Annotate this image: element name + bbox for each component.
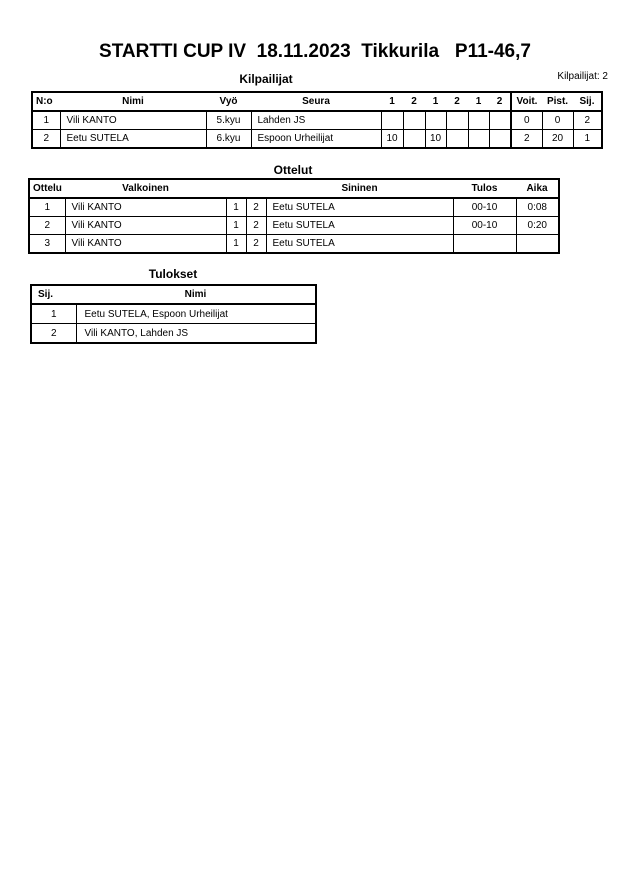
cell-time: 0:08 [515,197,560,217]
competitor-row: 2 Eetu SUTELA 6.kyu Espoon Urheilijat 10… [31,129,603,149]
cell-score-3 [424,110,447,130]
header-sininen: Sininen [266,179,453,199]
competitor-count-label: Kilpailijat: 2 [557,71,608,82]
header-vyo: Vyö [206,92,251,112]
cell-match-no: 2 [28,216,66,235]
cell-sij: 1 [572,129,603,149]
cell-blue-number: 2 [245,234,267,254]
cell-time: 0:20 [515,216,560,235]
header-no: N:o [32,92,60,112]
cell-place: 2 [30,323,77,344]
matches-table: Ottelu Valkoinen Sininen Tulos Aika 1 Vi… [28,178,560,254]
section-title-ottelut: Ottelut [273,163,313,177]
competitors-header-row: N:o Nimi Vyö Seura 1 2 1 2 1 2 Voit. Pis… [32,92,602,112]
cell-voit: 0 [510,110,543,130]
header-score-1: 1 [381,92,403,112]
header-nimi: Nimi [60,92,206,112]
match-row: 2 Vili KANTO 1 2 Eetu SUTELA 00-10 0:20 [28,216,560,235]
cell-white-player: Vili KANTO [64,234,227,254]
cell-score-4 [445,110,469,130]
header-score-5: 1 [468,92,489,112]
match-row: 1 Vili KANTO 1 2 Eetu SUTELA 00-10 0:08 [28,197,560,217]
competitor-row: 1 Vili KANTO 5.kyu Lahden JS 0 0 2 [31,110,603,130]
header-spacer [226,179,246,199]
cell-blue-number: 2 [245,216,267,235]
cell-result: 00-10 [452,197,517,217]
cell-white-number: 1 [225,234,247,254]
cell-seura: Lahden JS [250,110,382,130]
results-table: Sij. Nimi 1 Eetu SUTELA, Espoon Urheilij… [30,284,317,344]
cell-blue-player: Eetu SUTELA [265,197,454,217]
cell-score-1: 10 [380,129,404,149]
header-score-3: 1 [425,92,446,112]
cell-nimi: Eetu SUTELA [59,129,207,149]
competitors-table: N:o Nimi Vyö Seura 1 2 1 2 1 2 Voit. Pis… [31,91,603,149]
cell-no: 2 [31,129,61,149]
cell-score-6 [488,110,512,130]
cell-match-no: 1 [28,197,66,217]
cell-pist: 20 [541,129,574,149]
header-aika: Aika [516,179,559,199]
cell-blue-number: 2 [245,197,267,217]
header-sij: Sij. [573,92,602,112]
header-score-4: 2 [446,92,468,112]
result-row: 1 Eetu SUTELA, Espoon Urheilijat [30,303,317,324]
cell-match-no: 3 [28,234,66,254]
cell-no: 1 [31,110,61,130]
header-score-6: 2 [489,92,511,112]
match-row: 3 Vili KANTO 1 2 Eetu SUTELA [28,234,560,254]
cell-white-number: 1 [225,216,247,235]
header-spacer [246,179,266,199]
cell-score-6 [488,129,512,149]
cell-score-3: 10 [424,129,447,149]
cell-nimi: Vili KANTO [59,110,207,130]
cell-name-club: Vili KANTO, Lahden JS [75,323,317,344]
header-tulos: Tulos [453,179,516,199]
cell-vyo: 6.kyu [205,129,252,149]
cell-result [452,234,517,254]
header-valkoinen: Valkoinen [65,179,226,199]
section-title-kilpailijat: Kilpailijat [239,72,293,86]
cell-score-5 [467,129,490,149]
header-nimi: Nimi [76,285,316,305]
cell-white-number: 1 [225,197,247,217]
matches-header-row: Ottelu Valkoinen Sininen Tulos Aika [29,179,559,199]
cell-name-club: Eetu SUTELA, Espoon Urheilijat [75,303,317,324]
cell-score-1 [380,110,404,130]
cell-score-2 [402,129,426,149]
cell-white-player: Vili KANTO [64,216,227,235]
header-sij: Sij. [31,285,76,305]
section-title-tulokset: Tulokset [148,267,198,281]
cell-voit: 2 [510,129,543,149]
cell-blue-player: Eetu SUTELA [265,216,454,235]
cell-blue-player: Eetu SUTELA [265,234,454,254]
cell-seura: Espoon Urheilijat [250,129,382,149]
cell-score-4 [445,129,469,149]
header-score-2: 2 [403,92,425,112]
header-ottelu: Ottelu [29,179,65,199]
cell-score-2 [402,110,426,130]
cell-sij: 2 [572,110,603,130]
cell-pist: 0 [541,110,574,130]
header-seura: Seura [251,92,381,112]
results-header-row: Sij. Nimi [31,285,316,305]
cell-result: 00-10 [452,216,517,235]
cell-vyo: 5.kyu [205,110,252,130]
cell-time [515,234,560,254]
cell-place: 1 [30,303,77,324]
page-title: STARTTI CUP IV 18.11.2023 Tikkurila P11-… [99,41,531,62]
header-pist: Pist. [542,92,573,112]
cell-white-player: Vili KANTO [64,197,227,217]
header-voit: Voit. [510,92,542,112]
result-row: 2 Vili KANTO, Lahden JS [30,323,317,344]
cell-score-5 [467,110,490,130]
